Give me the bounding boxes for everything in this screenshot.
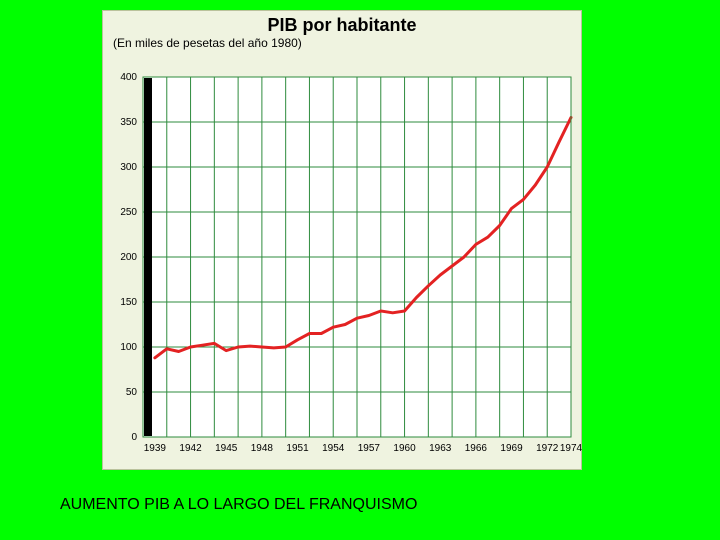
y-tick-label: 150 — [120, 297, 137, 308]
y-tick-label: 50 — [126, 387, 138, 398]
x-tick-label: 1963 — [429, 443, 452, 454]
x-tick-label: 1972 — [536, 443, 559, 454]
x-tick-label: 1960 — [393, 443, 416, 454]
y-tick-label: 100 — [120, 342, 137, 353]
x-tick-label: 1945 — [215, 443, 238, 454]
x-tick-label: 1957 — [358, 443, 381, 454]
x-tick-label: 1951 — [286, 443, 309, 454]
x-tick-label: 1974 — [560, 443, 583, 454]
y-tick-label: 250 — [120, 207, 137, 218]
x-tick-label: 1966 — [465, 443, 488, 454]
chart-plot: 0 50 100 150 200 250 300 350 400 1939 1942 1945 1948… — [103, 11, 583, 471]
caption: AUMENTO PIB A LO LARGO DEL FRANQUISMO — [60, 496, 417, 514]
x-tick-label: 1969 — [500, 443, 523, 454]
y-tick-label: 350 — [120, 117, 137, 128]
y-tick-label: 0 — [131, 432, 137, 443]
chart-card: PIB por habitante (En miles de pesetas d… — [102, 10, 582, 470]
x-tick-label: 1948 — [251, 443, 274, 454]
x-tick-label: 1939 — [144, 443, 167, 454]
y-tick-label: 400 — [120, 72, 137, 83]
x-tick-label: 1954 — [322, 443, 345, 454]
x-tick-label: 1942 — [179, 443, 202, 454]
axis-bar — [144, 78, 152, 436]
y-tick-label: 300 — [120, 162, 137, 173]
page: PIB por habitante (En miles de pesetas d… — [0, 0, 720, 540]
y-tick-label: 200 — [120, 252, 137, 263]
